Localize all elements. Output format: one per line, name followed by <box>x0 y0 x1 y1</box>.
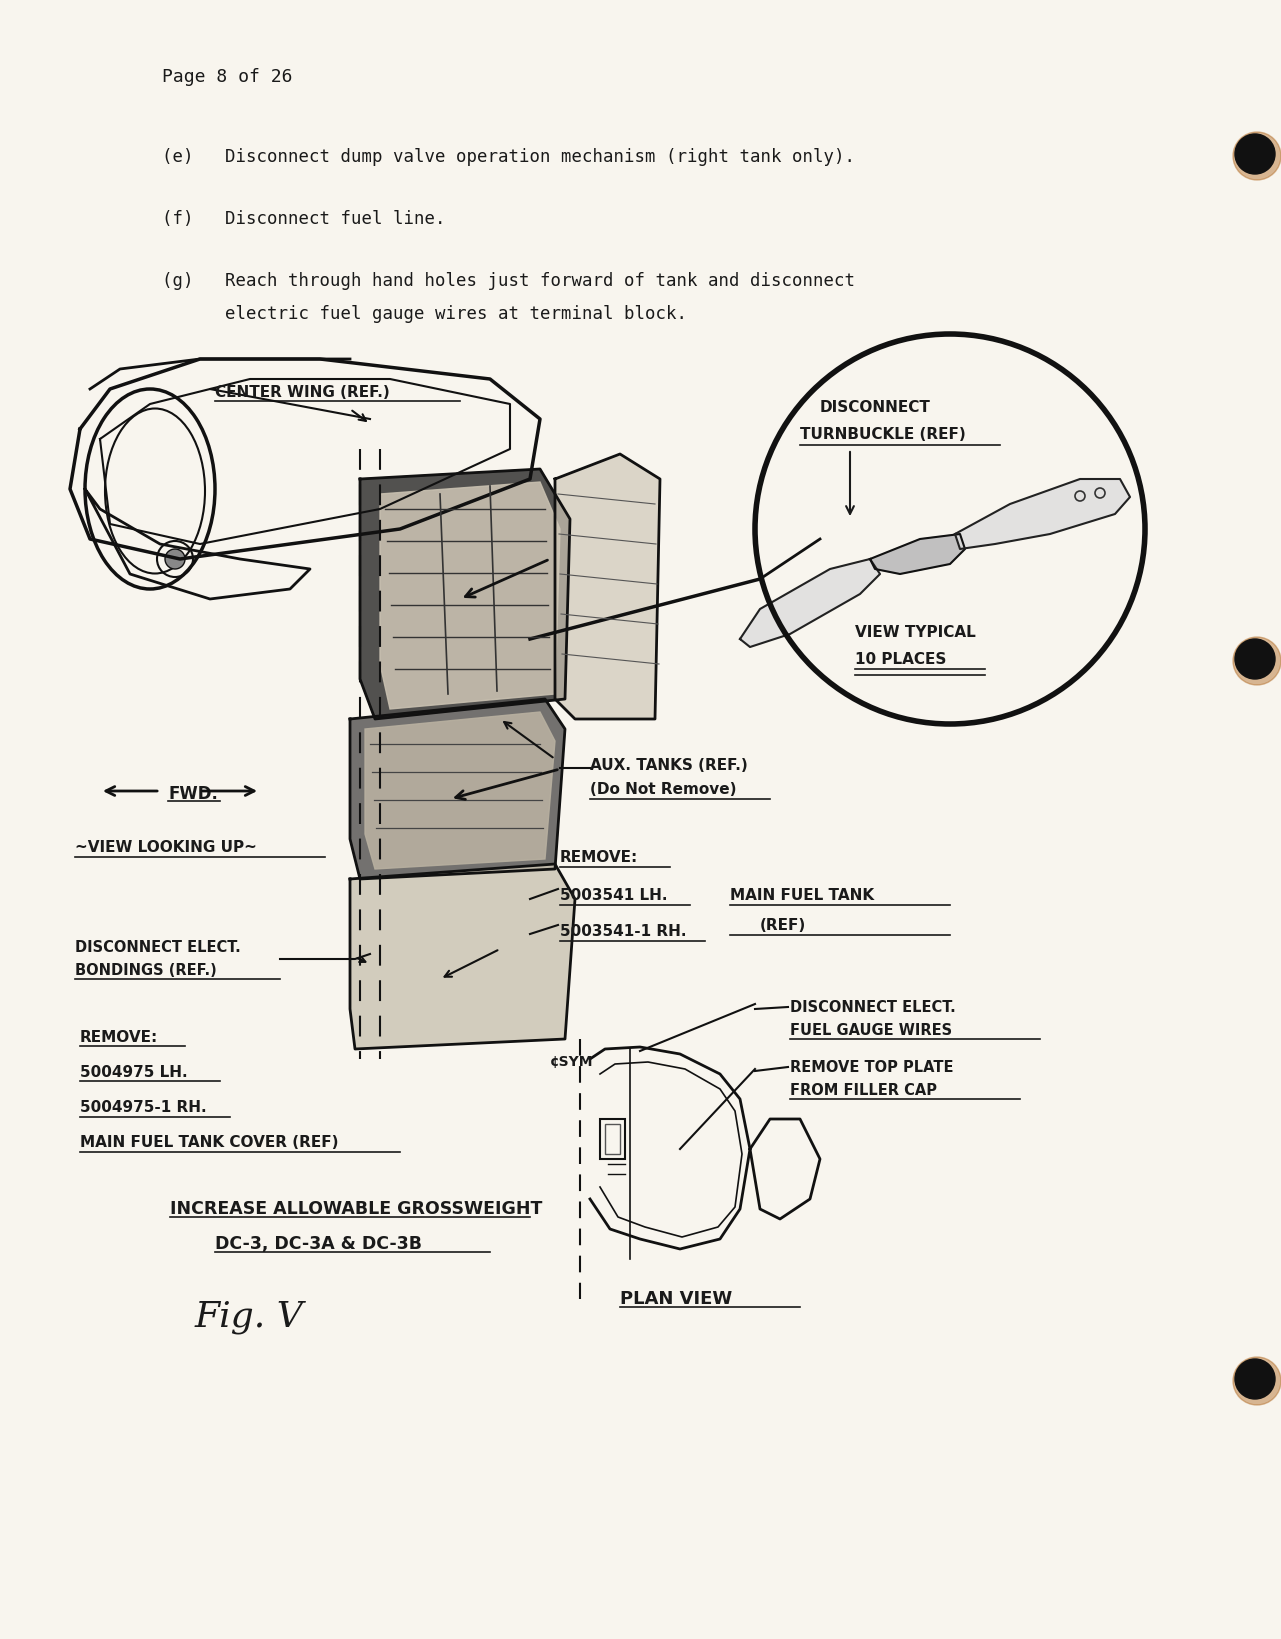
Text: BONDINGS (REF.): BONDINGS (REF.) <box>76 962 216 977</box>
Circle shape <box>1234 133 1281 180</box>
Circle shape <box>1235 134 1275 175</box>
Text: MAIN FUEL TANK: MAIN FUEL TANK <box>730 887 874 903</box>
Text: CENTER WING (REF.): CENTER WING (REF.) <box>215 385 389 400</box>
Text: (Do Not Remove): (Do Not Remove) <box>591 782 737 797</box>
Text: (f)   Disconnect fuel line.: (f) Disconnect fuel line. <box>161 210 446 228</box>
Text: FUEL GAUGE WIRES: FUEL GAUGE WIRES <box>790 1023 952 1037</box>
Text: 5003541-1 RH.: 5003541-1 RH. <box>560 923 687 939</box>
Text: FROM FILLER CAP: FROM FILLER CAP <box>790 1082 936 1098</box>
Text: 5004975-1 RH.: 5004975-1 RH. <box>79 1100 206 1115</box>
Polygon shape <box>555 454 660 720</box>
Text: (g)   Reach through hand holes just forward of tank and disconnect: (g) Reach through hand holes just forwar… <box>161 272 854 290</box>
Circle shape <box>1235 639 1275 680</box>
Text: ¢SYM: ¢SYM <box>550 1054 593 1069</box>
Circle shape <box>1234 638 1281 685</box>
Text: DISCONNECT ELECT.: DISCONNECT ELECT. <box>76 939 241 954</box>
Circle shape <box>165 549 184 570</box>
Text: INCREASE ALLOWABLE GROSSWEIGHT: INCREASE ALLOWABLE GROSSWEIGHT <box>170 1200 542 1218</box>
Text: DISCONNECT ELECT.: DISCONNECT ELECT. <box>790 1000 956 1015</box>
Polygon shape <box>350 864 575 1049</box>
Circle shape <box>1235 1359 1275 1400</box>
Polygon shape <box>870 534 965 575</box>
Text: REMOVE TOP PLATE: REMOVE TOP PLATE <box>790 1059 953 1074</box>
Polygon shape <box>350 700 565 880</box>
Polygon shape <box>740 559 880 647</box>
Text: electric fuel gauge wires at terminal block.: electric fuel gauge wires at terminal bl… <box>161 305 687 323</box>
Bar <box>600 1119 625 1159</box>
Text: DISCONNECT: DISCONNECT <box>820 400 931 415</box>
Text: PLAN VIEW: PLAN VIEW <box>620 1290 733 1308</box>
Text: 5003541 LH.: 5003541 LH. <box>560 887 667 903</box>
Text: REMOVE:: REMOVE: <box>79 1029 159 1044</box>
Text: Page 8 of 26: Page 8 of 26 <box>161 67 292 85</box>
Text: REMOVE:: REMOVE: <box>560 849 638 864</box>
Text: DC-3, DC-3A & DC-3B: DC-3, DC-3A & DC-3B <box>215 1234 421 1252</box>
Polygon shape <box>956 480 1130 549</box>
Circle shape <box>1234 1357 1281 1405</box>
Text: FWD.: FWD. <box>168 785 218 803</box>
Bar <box>605 1124 620 1154</box>
Polygon shape <box>365 713 555 869</box>
Text: VIEW TYPICAL: VIEW TYPICAL <box>854 624 976 639</box>
Text: (REF): (REF) <box>760 918 806 933</box>
Polygon shape <box>360 470 570 720</box>
Text: ~VIEW LOOKING UP~: ~VIEW LOOKING UP~ <box>76 839 257 854</box>
Text: MAIN FUEL TANK COVER (REF): MAIN FUEL TANK COVER (REF) <box>79 1134 338 1149</box>
Text: (e)   Disconnect dump valve operation mechanism (right tank only).: (e) Disconnect dump valve operation mech… <box>161 148 854 166</box>
Text: 5004975 LH.: 5004975 LH. <box>79 1064 187 1080</box>
Polygon shape <box>380 484 560 710</box>
Text: 10 PLACES: 10 PLACES <box>854 652 947 667</box>
Text: Fig. V: Fig. V <box>195 1300 304 1333</box>
Text: AUX. TANKS (REF.): AUX. TANKS (REF.) <box>591 757 748 772</box>
Text: TURNBUCKLE (REF): TURNBUCKLE (REF) <box>801 426 966 443</box>
